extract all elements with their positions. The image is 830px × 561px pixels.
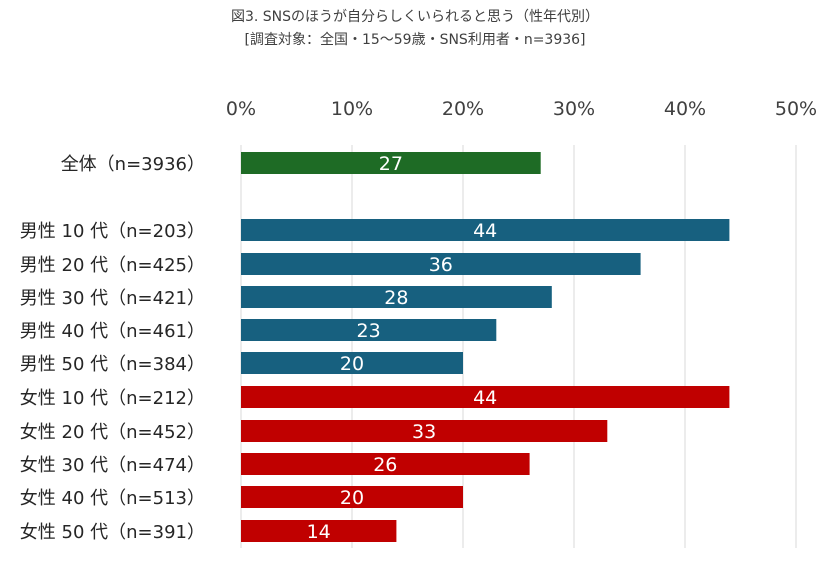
bar [241, 486, 463, 508]
data-label: 44 [473, 387, 497, 409]
data-label: 23 [357, 320, 381, 342]
data-label: 26 [373, 454, 397, 476]
tick-label: 0% [226, 98, 256, 120]
category-label: 女性 20 代（n=452） [20, 422, 205, 443]
data-label: 14 [307, 521, 331, 543]
data-label: 33 [412, 421, 436, 443]
data-label: 20 [340, 487, 364, 509]
data-label: 28 [384, 287, 408, 309]
category-label: 男性 50 代（n=384） [20, 354, 205, 375]
category-label: 女性 10 代（n=212） [20, 388, 205, 409]
chart-title: 図3. SNSのほうが自分らしくいられると思う（性年代別） [230, 9, 600, 25]
bar [241, 253, 641, 275]
data-label: 27 [379, 153, 403, 175]
tick-label: 50% [775, 98, 817, 120]
category-label: 全体（n=3936） [61, 154, 205, 175]
bar [241, 319, 497, 341]
category-label: 男性 40 代（n=461） [20, 321, 205, 342]
tick-label: 20% [442, 98, 484, 120]
bar [241, 453, 530, 475]
category-label: 男性 30 代（n=421） [20, 288, 205, 309]
chart-subtitle: [調査対象：全国・15～59歳・SNS利用者・n=3936] [244, 32, 586, 48]
tick-label: 30% [553, 98, 595, 120]
bar [241, 286, 552, 308]
bar [241, 386, 730, 408]
category-label: 男性 10 代（n=203） [20, 221, 205, 242]
category-label: 女性 50 代（n=391） [20, 522, 205, 543]
data-label: 20 [340, 353, 364, 375]
tick-label: 10% [331, 98, 373, 120]
category-label: 男性 20 代（n=425） [20, 255, 205, 276]
data-label: 44 [473, 220, 497, 242]
data-label: 36 [429, 254, 453, 276]
bar [241, 152, 541, 174]
tick-label: 40% [664, 98, 706, 120]
bar [241, 352, 463, 374]
bar [241, 420, 608, 442]
bar [241, 219, 730, 241]
bar [241, 520, 397, 542]
category-label: 女性 30 代（n=474） [20, 455, 205, 476]
category-label: 女性 40 代（n=513） [20, 488, 205, 509]
